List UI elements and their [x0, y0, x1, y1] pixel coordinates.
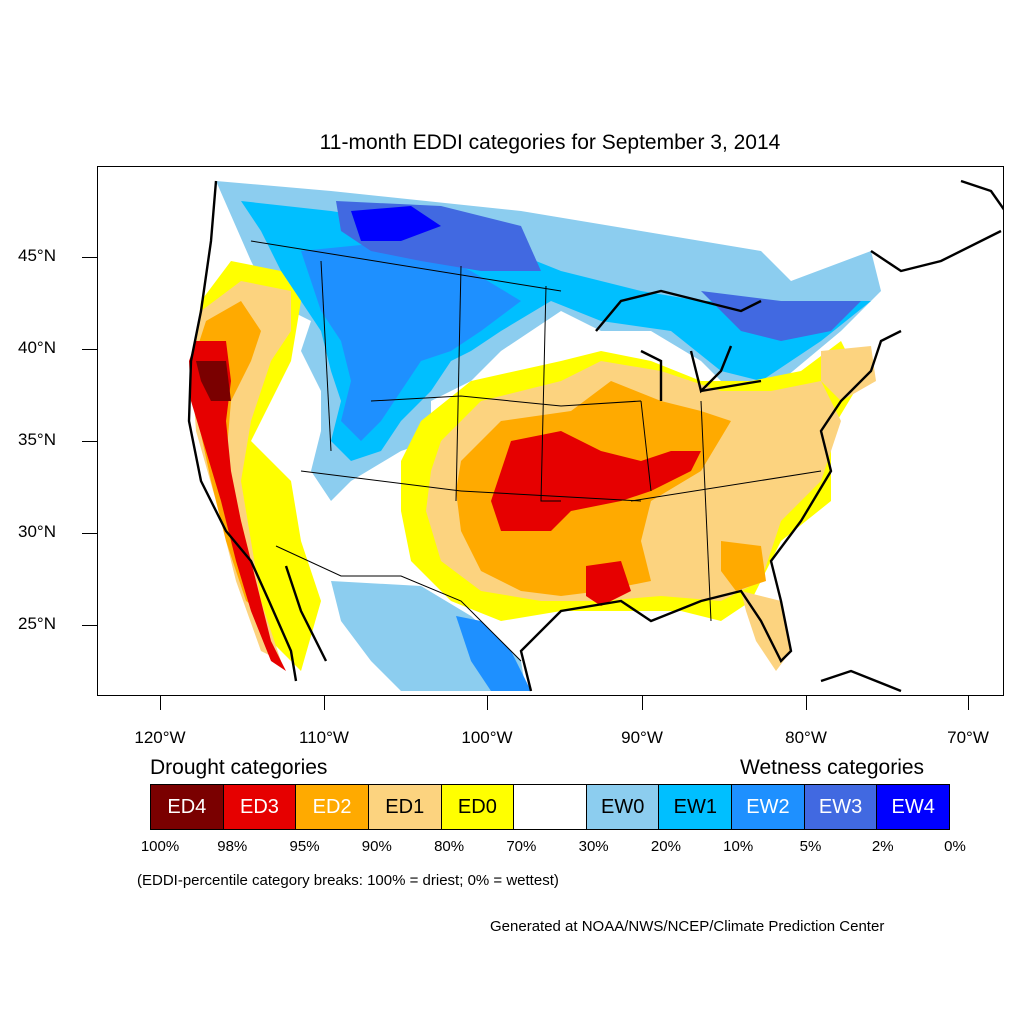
legend-cell: EW4	[877, 785, 950, 829]
x-tick	[487, 696, 488, 710]
legend-break-label: 98%	[217, 838, 248, 855]
legend-break-label: 90%	[361, 838, 392, 855]
y-tick	[82, 533, 97, 534]
y-tick	[82, 349, 97, 350]
legend-cell: ED0	[441, 785, 515, 829]
dry-region-louisiana-red	[586, 561, 631, 606]
wet-region-core	[351, 206, 441, 241]
legend-break-label: 2%	[871, 838, 894, 855]
x-tick	[968, 696, 969, 710]
x-axis-label: 110°W	[299, 728, 349, 747]
wet-region-ontario	[701, 291, 861, 341]
legend-break-label: 5%	[799, 838, 822, 855]
y-axis-label: 30°N	[18, 522, 56, 541]
x-tick	[642, 696, 643, 710]
dry-region-central-red	[491, 431, 701, 531]
legend-break-label: 0%	[944, 838, 966, 855]
legend-cell: EW0	[586, 785, 660, 829]
legend-cell: EW1	[659, 785, 733, 829]
legend-break-label: 100%	[140, 838, 180, 855]
y-axis-label: 45°N	[18, 246, 56, 265]
legend-cell: ED1	[368, 785, 442, 829]
legend-colorbar: ED4 ED3 ED2 ED1 ED0 EW0 EW1 EW2 EW3 EW4	[150, 784, 950, 830]
wet-region-texas-coast	[456, 616, 531, 691]
credit-text: Generated at NOAA/NWS/NCEP/Climate Predi…	[490, 918, 885, 935]
x-tick	[324, 696, 325, 710]
legend-break-label: 10%	[723, 838, 754, 855]
y-axis-label: 35°N	[18, 430, 56, 449]
drought-legend-title: Drought categories	[150, 756, 328, 779]
legend-break-label: 80%	[434, 838, 465, 855]
legend-cell: ED3	[223, 785, 297, 829]
x-tick	[806, 696, 807, 710]
map-title: 11-month EDDI categories for September 3…	[319, 131, 781, 154]
x-tick	[160, 696, 161, 710]
x-axis-label: 120°W	[134, 728, 186, 747]
x-axis-label: 90°W	[621, 728, 663, 747]
legend-cell: ED2	[296, 785, 369, 829]
legend-break-label: 30%	[578, 838, 609, 855]
legend-break-label: 70%	[506, 838, 537, 855]
wet-region-plains	[301, 241, 521, 441]
eddi-map	[187, 179, 1003, 693]
x-axis-label: 80°W	[785, 728, 827, 747]
category-note: (EDDI-percentile category breaks: 100% =…	[137, 872, 559, 889]
x-axis-label: 70°W	[947, 728, 989, 747]
y-tick	[82, 257, 97, 258]
legend-cell: ED4	[151, 785, 224, 829]
map-frame	[97, 166, 1004, 696]
legend-cell: EW3	[804, 785, 878, 829]
y-axis-label: 40°N	[18, 338, 56, 357]
y-axis-label: 25°N	[18, 614, 56, 633]
y-tick	[82, 625, 97, 626]
dry-region-northeast	[821, 346, 876, 401]
legend-cell: EW2	[732, 785, 805, 829]
wetness-legend-title: Wetness categories	[740, 756, 925, 779]
legend-cell	[514, 785, 587, 829]
dry-region-west-red	[189, 341, 286, 671]
dry-region-georgia-amber	[721, 541, 766, 591]
legend-break-label: 95%	[289, 838, 320, 855]
y-tick	[82, 441, 97, 442]
legend-break-label: 20%	[650, 838, 681, 855]
x-axis-label: 100°W	[461, 728, 513, 747]
dry-region-west-dark	[196, 361, 231, 401]
